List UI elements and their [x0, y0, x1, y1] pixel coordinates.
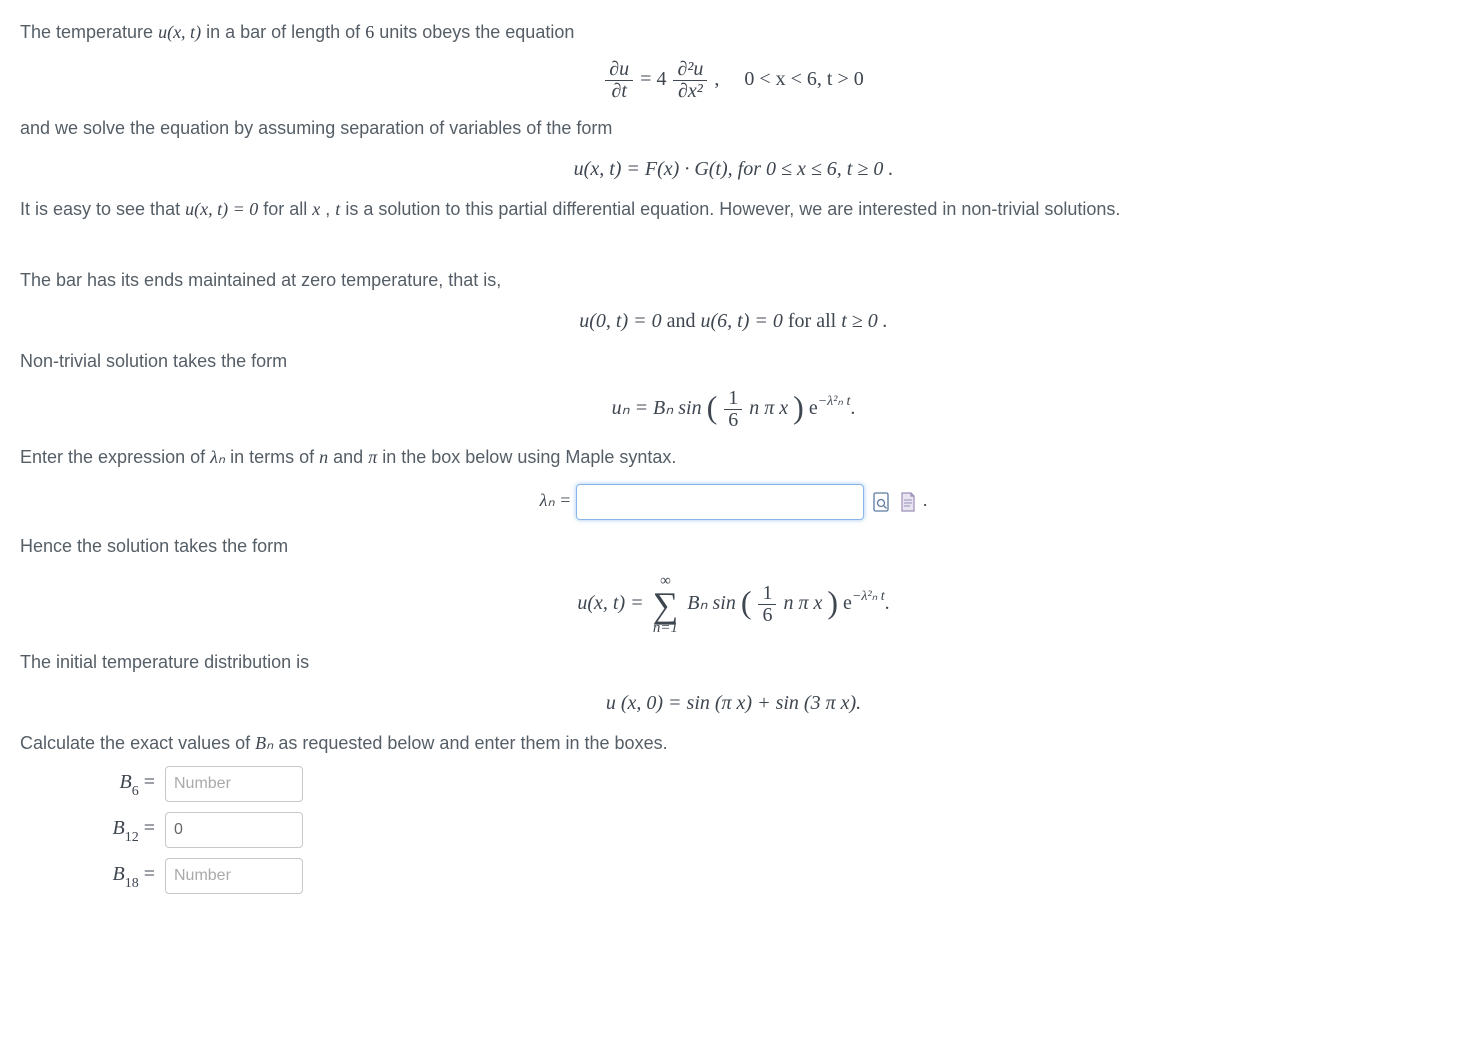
separation-paragraph: and we solve the equation by assuming se… — [20, 116, 1447, 141]
text: in a bar of length of — [206, 22, 365, 42]
lambda-instruction: Enter the expression of λₙ in terms of n… — [20, 445, 1447, 470]
b6-input[interactable] — [165, 766, 303, 802]
math-length: 6 — [365, 22, 374, 42]
lambda-input-row: λₙ = . — [20, 484, 1447, 520]
heat-equation: ∂u ∂t = 4 ∂²u ∂x² , 0 < x < 6, t > 0 — [20, 59, 1447, 102]
b12-input[interactable] — [165, 812, 303, 848]
help-sheet-icon[interactable] — [898, 491, 918, 513]
b18-input[interactable] — [165, 858, 303, 894]
b6-row: B6 = — [100, 766, 1447, 802]
math-uxt: u(x, t) — [158, 22, 201, 42]
initial-condition: u (x, 0) = sin (π x) + sin (3 π x). — [20, 689, 1447, 717]
b12-label: B12 = — [100, 814, 155, 846]
hence-paragraph: Hence the solution takes the form — [20, 534, 1447, 559]
intro-paragraph: The temperature u(x, t) in a bar of leng… — [20, 20, 1447, 45]
initial-paragraph: The initial temperature distribution is — [20, 650, 1447, 675]
solution-series: u(x, t) = ∞ ∑ n=1 Bₙ sin ( 1 6 n π x ) e… — [20, 574, 1447, 636]
b18-row: B18 = — [100, 858, 1447, 894]
b6-label: B6 = — [100, 768, 155, 800]
lambda-input[interactable] — [576, 484, 864, 520]
frac-d2udx2: ∂²u ∂x² — [673, 59, 707, 102]
text: The temperature — [20, 22, 158, 42]
calculate-paragraph: Calculate the exact values of Bₙ as requ… — [20, 731, 1447, 756]
boundary-equation: u(0, t) = 0 and u(6, t) = 0 for all t ≥ … — [20, 307, 1447, 335]
separation-equation: u(x, t) = F(x) · G(t), for 0 ≤ x ≤ 6, t … — [20, 155, 1447, 183]
b18-label: B18 = — [100, 860, 155, 892]
frac-1-6-b: 1 6 — [758, 583, 776, 626]
lambda-period: . — [923, 490, 928, 510]
un-equation: uₙ = Bₙ sin ( 1 6 n π x ) e−λ²ₙ t. — [20, 388, 1447, 431]
preview-icon[interactable] — [871, 491, 891, 513]
text: units obeys the equation — [379, 22, 574, 42]
nontrivial-paragraph: Non-trivial solution takes the form — [20, 349, 1447, 374]
summation: ∞ ∑ n=1 — [653, 574, 679, 636]
trivial-paragraph: It is easy to see that u(x, t) = 0 for a… — [20, 197, 1447, 222]
boundary-paragraph: The bar has its ends maintained at zero … — [20, 268, 1447, 293]
frac-1-6: 1 6 — [724, 388, 742, 431]
frac-dudt: ∂u ∂t — [605, 59, 633, 102]
lambda-label: λₙ = — [540, 490, 576, 510]
b12-row: B12 = — [100, 812, 1447, 848]
